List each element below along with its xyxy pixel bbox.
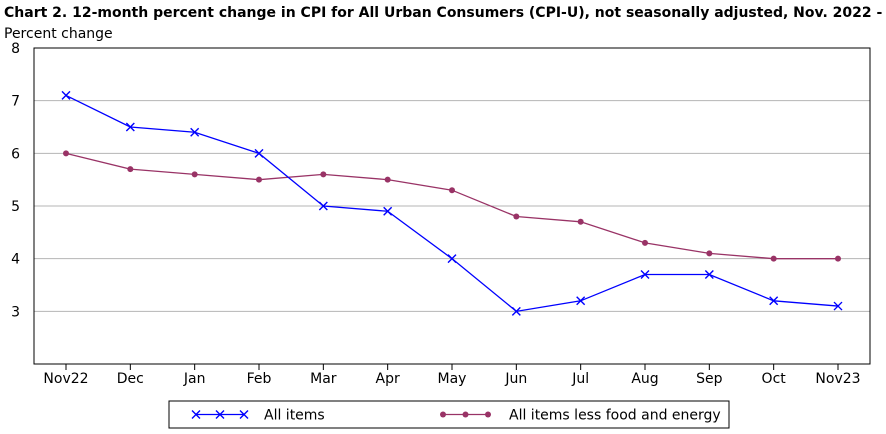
x-tick-label: Jan — [183, 371, 206, 387]
x-tick-label: Jul — [571, 371, 589, 387]
legend-marker — [485, 411, 491, 418]
dot-marker — [577, 218, 584, 225]
y-tick-label: 8 — [11, 41, 20, 57]
legend-label: All items less food and energy — [509, 408, 721, 424]
x-marker — [61, 90, 71, 100]
x-tick-label: Oct — [762, 371, 787, 387]
x-tick-label: Nov22 — [43, 371, 88, 387]
x-marker — [833, 301, 843, 311]
legend-item: All items less food and energy — [440, 408, 721, 424]
y-tick-label: 7 — [11, 94, 20, 110]
x-marker — [447, 254, 457, 264]
legend-label: All items — [264, 408, 325, 424]
x-marker — [190, 127, 200, 137]
legend-marker — [440, 411, 446, 418]
series-lines — [61, 90, 843, 316]
x-marker — [318, 201, 328, 211]
x-tick-label: Sep — [696, 371, 723, 387]
x-tick-label: Feb — [247, 371, 272, 387]
dot-marker — [835, 255, 841, 262]
x-tick-label: Aug — [631, 371, 658, 387]
x-tick-label: May — [438, 371, 467, 387]
chart-title: Chart 2. 12-month percent change in CPI … — [4, 5, 886, 21]
dot-marker — [770, 255, 777, 262]
dot-marker — [706, 250, 713, 257]
x-marker — [640, 269, 650, 279]
legend-item: All items — [191, 408, 325, 424]
x-marker — [511, 306, 521, 316]
legend: All items All items less food and energy — [168, 400, 730, 429]
dot-marker — [449, 187, 455, 194]
x-tick-label: Dec — [117, 371, 144, 387]
dot-marker — [63, 150, 69, 157]
x-marker — [769, 296, 779, 306]
dot-marker — [320, 171, 327, 178]
gridlines — [34, 100, 870, 312]
dot-marker — [384, 176, 391, 183]
x-marker — [576, 296, 586, 306]
x-marker — [125, 122, 135, 132]
legend-box — [168, 400, 730, 429]
x-marker — [254, 148, 264, 158]
series-all-items — [61, 90, 843, 316]
x-tick-label: Jun — [504, 371, 527, 387]
x-tick-label: Apr — [376, 371, 400, 387]
dot-marker — [127, 166, 134, 173]
y-tick-label: 4 — [11, 252, 20, 268]
y-axis-ticks: 3 4 5 6 7 8 — [11, 41, 20, 320]
series-line — [65, 94, 839, 313]
y-axis-label: Percent change — [4, 26, 113, 42]
series-core — [63, 150, 841, 262]
dot-marker — [191, 171, 198, 178]
y-tick-label: 3 — [11, 304, 20, 320]
x-marker — [704, 269, 714, 279]
x-tick-label: Mar — [310, 371, 337, 387]
dot-marker — [256, 176, 262, 183]
dot-marker — [642, 239, 648, 246]
x-axis-ticks: Nov22 Dec Jan Feb Mar Apr May Jun Jul Aug Sep Oct No… — [43, 364, 861, 387]
x-tick-label: Nov23 — [815, 371, 860, 387]
legend-marker — [462, 411, 469, 418]
legend-marker — [239, 410, 249, 419]
y-tick-label: 5 — [11, 199, 20, 215]
legend-marker — [215, 410, 225, 419]
x-marker — [383, 206, 393, 216]
y-tick-label: 6 — [11, 146, 20, 162]
legend-marker — [191, 410, 201, 419]
dot-marker — [513, 213, 520, 220]
